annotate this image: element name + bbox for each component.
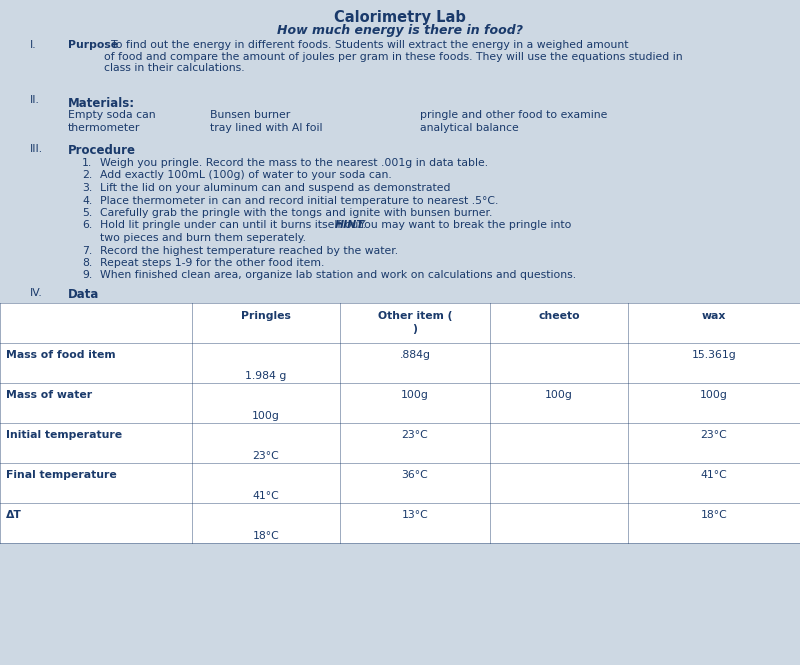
Text: Repeat steps 1-9 for the other food item.: Repeat steps 1-9 for the other food item…: [100, 258, 324, 268]
Text: : You may want to break the pringle into: : You may want to break the pringle into: [352, 221, 572, 231]
Text: ΔT: ΔT: [6, 510, 22, 520]
Text: Weigh you pringle. Record the mass to the nearest .001g in data table.: Weigh you pringle. Record the mass to th…: [100, 158, 488, 168]
Text: 18°C: 18°C: [701, 510, 727, 520]
Text: Bunsen burner: Bunsen burner: [210, 110, 290, 120]
Text: 100g: 100g: [252, 411, 280, 421]
Text: two pieces and burn them seperately.: two pieces and burn them seperately.: [100, 233, 306, 243]
Text: ): ): [413, 324, 418, 334]
Text: 8.: 8.: [82, 258, 92, 268]
Text: 4.: 4.: [82, 196, 92, 205]
Text: : To find out the energy in different foods. Students will extract the energy in: : To find out the energy in different fo…: [104, 40, 682, 73]
Text: thermometer: thermometer: [68, 123, 140, 133]
Text: wax: wax: [702, 311, 726, 321]
Text: Place thermometer in can and record initial temperature to nearest .5°C.: Place thermometer in can and record init…: [100, 196, 498, 205]
Text: Lift the lid on your aluminum can and suspend as demonstrated: Lift the lid on your aluminum can and su…: [100, 183, 450, 193]
FancyBboxPatch shape: [0, 303, 800, 543]
Text: 23°C: 23°C: [701, 430, 727, 440]
Text: pringle and other food to examine: pringle and other food to examine: [420, 110, 607, 120]
Text: 36°C: 36°C: [402, 470, 428, 480]
Text: .884g: .884g: [399, 350, 430, 360]
Text: 41°C: 41°C: [701, 470, 727, 480]
Text: Other item (: Other item (: [378, 311, 452, 321]
Text: Empty soda can: Empty soda can: [68, 110, 156, 120]
Text: 18°C: 18°C: [253, 531, 279, 541]
Text: Data: Data: [68, 288, 99, 301]
Text: 15.361g: 15.361g: [692, 350, 736, 360]
Text: I.: I.: [30, 40, 37, 50]
Text: III.: III.: [30, 144, 43, 154]
Text: 5.: 5.: [82, 208, 92, 218]
Text: Procedure: Procedure: [68, 144, 136, 157]
Text: cheeto: cheeto: [538, 311, 580, 321]
Text: II.: II.: [30, 95, 40, 105]
Text: Mass of water: Mass of water: [6, 390, 92, 400]
Text: 2.: 2.: [82, 170, 92, 180]
Text: 13°C: 13°C: [402, 510, 428, 520]
Text: 41°C: 41°C: [253, 491, 279, 501]
Text: 6.: 6.: [82, 221, 92, 231]
Text: Mass of food item: Mass of food item: [6, 350, 116, 360]
Text: Add exactly 100mL (100g) of water to your soda can.: Add exactly 100mL (100g) of water to you…: [100, 170, 392, 180]
Text: 23°C: 23°C: [402, 430, 428, 440]
Text: Hold lit pringle under can until it burns itself out.: Hold lit pringle under can until it burn…: [100, 221, 370, 231]
Text: 100g: 100g: [545, 390, 573, 400]
Text: Carefully grab the pringle with the tongs and ignite with bunsen burner.: Carefully grab the pringle with the tong…: [100, 208, 492, 218]
Text: Record the highest temperature reached by the water.: Record the highest temperature reached b…: [100, 245, 398, 255]
Text: 3.: 3.: [82, 183, 92, 193]
Text: Purpose: Purpose: [68, 40, 118, 50]
Text: When finished clean area, organize lab station and work on calculations and ques: When finished clean area, organize lab s…: [100, 271, 576, 281]
Text: How much energy is there in food?: How much energy is there in food?: [277, 24, 523, 37]
Text: 1.: 1.: [82, 158, 92, 168]
Text: analytical balance: analytical balance: [420, 123, 518, 133]
Text: 23°C: 23°C: [253, 451, 279, 461]
Text: 1.984 g: 1.984 g: [246, 371, 286, 381]
Text: 7.: 7.: [82, 245, 92, 255]
Text: 100g: 100g: [700, 390, 728, 400]
Text: Materials:: Materials:: [68, 97, 135, 110]
Text: 100g: 100g: [401, 390, 429, 400]
Text: Pringles: Pringles: [241, 311, 291, 321]
Text: Initial temperature: Initial temperature: [6, 430, 122, 440]
Text: tray lined with Al foil: tray lined with Al foil: [210, 123, 322, 133]
Text: Final temperature: Final temperature: [6, 470, 117, 480]
Text: IV.: IV.: [30, 288, 42, 298]
Text: Calorimetry Lab: Calorimetry Lab: [334, 10, 466, 25]
Text: 9.: 9.: [82, 271, 92, 281]
Text: HINT: HINT: [335, 221, 365, 231]
